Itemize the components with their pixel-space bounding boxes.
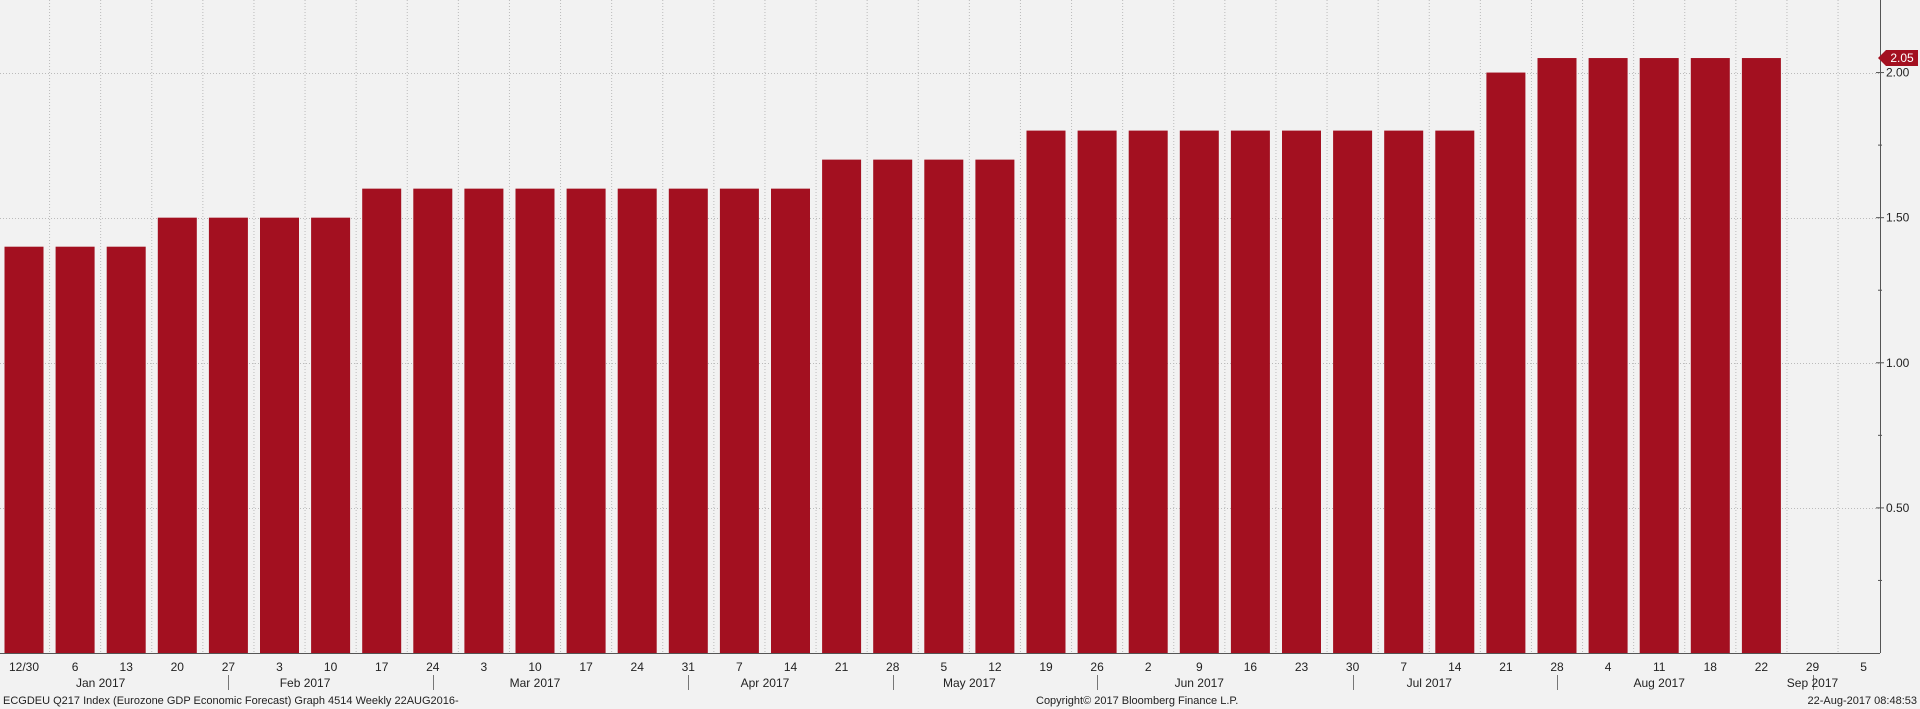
bar bbox=[311, 217, 351, 653]
x-tick-label: 6 bbox=[72, 660, 79, 674]
month-label: Sep 2017 bbox=[1787, 676, 1839, 690]
x-tick-label: 3 bbox=[276, 660, 283, 674]
x-tick-label: 12/30 bbox=[9, 660, 39, 674]
x-tick-label: 9 bbox=[1196, 660, 1203, 674]
bar-layer bbox=[4, 58, 1781, 654]
bar bbox=[1741, 58, 1781, 654]
bar bbox=[515, 188, 555, 653]
bar bbox=[1486, 72, 1526, 654]
x-tick-label: 24 bbox=[426, 660, 440, 674]
bar-chart: 12/30 6 13 20 27 3 10 17 24 3 10 17 24 31 7 14 21 28 5 12 19… bbox=[0, 0, 1918, 690]
month-label: Apr 2017 bbox=[741, 676, 790, 690]
bar bbox=[1384, 130, 1424, 654]
month-label: Jan 2017 bbox=[76, 676, 126, 690]
x-tick-label: 24 bbox=[631, 660, 645, 674]
x-tick-label: 17 bbox=[579, 660, 593, 674]
bar bbox=[1282, 130, 1321, 654]
footer-timestamp: 22-Aug-2017 08:48:53 bbox=[1807, 695, 1917, 707]
y-tick-label: 1.00 bbox=[1886, 356, 1910, 370]
bar bbox=[566, 188, 606, 653]
last-value-badge bbox=[1878, 50, 1918, 67]
x-tick-label: 29 bbox=[1806, 660, 1820, 674]
last-value-label: 2.05 bbox=[1890, 51, 1914, 65]
bar bbox=[1588, 58, 1628, 654]
x-tick-label: 3 bbox=[481, 660, 488, 674]
x-tick-label: 4 bbox=[1605, 660, 1612, 674]
bar bbox=[4, 246, 44, 653]
bar bbox=[924, 159, 964, 653]
bar bbox=[1128, 130, 1168, 654]
bar bbox=[873, 159, 913, 653]
footer-copyright: Copyright© 2017 Bloomberg Finance L.P. bbox=[1036, 695, 1239, 707]
month-label: Mar 2017 bbox=[510, 676, 561, 690]
x-tick-label: 27 bbox=[222, 660, 236, 674]
bar bbox=[822, 159, 862, 653]
bar bbox=[1179, 130, 1219, 654]
x-tick-label: 14 bbox=[784, 660, 798, 674]
x-tick-label: 12 bbox=[988, 660, 1002, 674]
bar bbox=[55, 246, 95, 653]
bar bbox=[1230, 130, 1270, 654]
x-tick-label: 13 bbox=[120, 660, 134, 674]
bar bbox=[208, 217, 248, 653]
bar bbox=[106, 246, 146, 653]
bar bbox=[1026, 130, 1066, 654]
x-tick-label: 28 bbox=[886, 660, 900, 674]
y-tick-label: 1.50 bbox=[1886, 211, 1910, 225]
month-label: Aug 2017 bbox=[1634, 676, 1686, 690]
x-tick-label: 11 bbox=[1653, 660, 1666, 674]
x-tick-label: 20 bbox=[171, 660, 185, 674]
x-tick-label: 5 bbox=[940, 660, 947, 674]
x-tick-label: 22 bbox=[1755, 660, 1769, 674]
bar bbox=[1333, 130, 1373, 654]
bar bbox=[260, 217, 299, 653]
bar bbox=[1639, 58, 1679, 654]
x-tick-label: 19 bbox=[1039, 660, 1053, 674]
x-tick-label: 10 bbox=[528, 660, 542, 674]
bar bbox=[719, 188, 759, 653]
bar bbox=[975, 159, 1015, 653]
bar bbox=[1690, 58, 1730, 654]
bar bbox=[1435, 130, 1475, 654]
x-tick-label: 21 bbox=[835, 660, 849, 674]
month-label: Feb 2017 bbox=[280, 676, 331, 690]
y-tick-label: 2.00 bbox=[1886, 66, 1910, 80]
x-tick-label: 7 bbox=[1400, 660, 1407, 674]
bar bbox=[362, 188, 402, 653]
bar bbox=[771, 188, 810, 653]
bar bbox=[1537, 58, 1577, 654]
bar bbox=[464, 188, 504, 653]
bar bbox=[617, 188, 657, 653]
x-tick-label: 7 bbox=[736, 660, 743, 674]
x-tick-label: 5 bbox=[1860, 660, 1867, 674]
month-label: Jun 2017 bbox=[1175, 676, 1225, 690]
footer-series-info: ECGDEU Q217 Index (Eurozone GDP Economic… bbox=[3, 695, 459, 707]
x-tick-label: 30 bbox=[1346, 660, 1360, 674]
month-label: Jul 2017 bbox=[1407, 676, 1453, 690]
bar bbox=[1077, 130, 1117, 654]
axis-layer: 12/30 6 13 20 27 3 10 17 24 3 10 17 24 31 7 14 21 28 5 12 19… bbox=[0, 0, 1918, 690]
x-tick-label: 28 bbox=[1550, 660, 1564, 674]
x-tick-label: 10 bbox=[324, 660, 338, 674]
x-tick-label: 17 bbox=[375, 660, 389, 674]
x-tick-label: 21 bbox=[1499, 660, 1513, 674]
month-label: May 2017 bbox=[943, 676, 996, 690]
x-tick-label: 16 bbox=[1244, 660, 1258, 674]
x-tick-label: 31 bbox=[682, 660, 696, 674]
bar bbox=[157, 217, 197, 653]
x-tick-label: 26 bbox=[1090, 660, 1104, 674]
bar bbox=[413, 188, 453, 653]
x-tick-label: 14 bbox=[1448, 660, 1462, 674]
x-tick-label: 23 bbox=[1295, 660, 1309, 674]
x-tick-label: 18 bbox=[1704, 660, 1718, 674]
x-tick-label: 2 bbox=[1145, 660, 1152, 674]
y-tick-label: 0.50 bbox=[1886, 501, 1910, 515]
bar bbox=[668, 188, 708, 653]
footer: ECGDEU Q217 Index (Eurozone GDP Economic… bbox=[0, 693, 1920, 709]
